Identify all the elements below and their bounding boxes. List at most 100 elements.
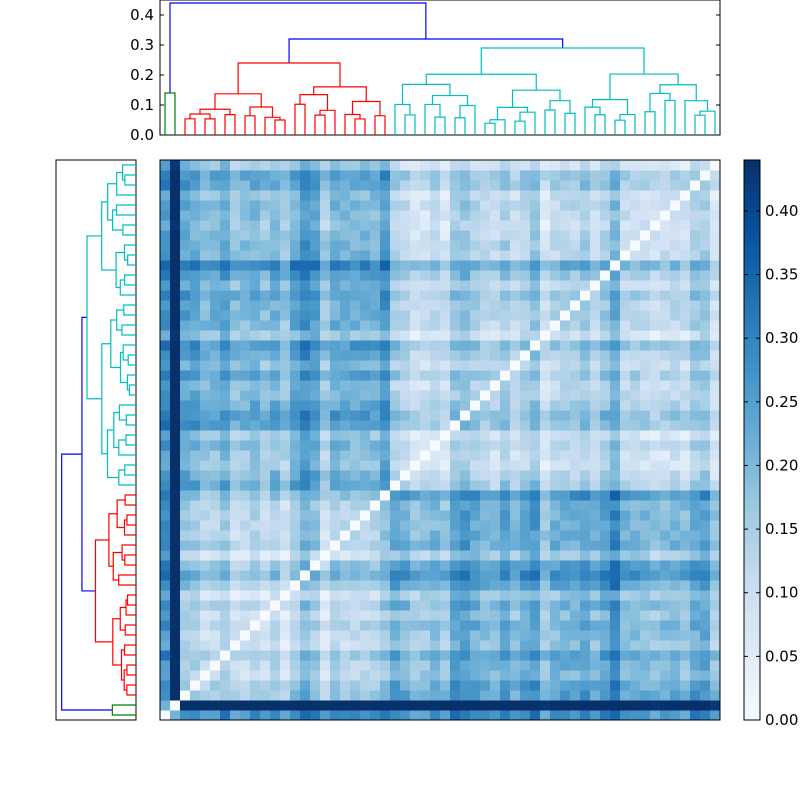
heatmap-cell [580, 680, 591, 691]
heatmap-cell [550, 200, 561, 211]
heatmap-cell [410, 170, 421, 181]
heatmap-cell [490, 370, 501, 381]
heatmap-cell [400, 350, 411, 361]
heatmap-cell [180, 670, 191, 681]
heatmap-cell [280, 310, 291, 321]
heatmap-cell [590, 500, 601, 511]
heatmap-cell [230, 430, 241, 441]
heatmap-cell [340, 330, 351, 341]
heatmap-cell [420, 350, 431, 361]
heatmap-cell [610, 610, 621, 621]
heatmap-cell [440, 680, 451, 691]
heatmap-cell [580, 290, 591, 301]
heatmap-cell [460, 260, 471, 271]
heatmap-cell [250, 590, 261, 601]
heatmap-cell [380, 370, 391, 381]
heatmap-cell [650, 420, 661, 431]
heatmap-cell [300, 600, 311, 611]
heatmap-cell [450, 160, 461, 171]
heatmap-cell [190, 400, 201, 411]
heatmap-cell [570, 310, 581, 321]
heatmap-cell [270, 610, 281, 621]
heatmap-cell [650, 530, 661, 541]
heatmap-cell [400, 490, 411, 501]
heatmap-cell [180, 520, 191, 531]
heatmap-cell [590, 550, 601, 561]
heatmap-cell [220, 670, 231, 681]
heatmap-cell [390, 400, 401, 411]
heatmap-cell [460, 460, 471, 471]
heatmap-cell [400, 270, 411, 281]
heatmap-cell [190, 230, 201, 241]
heatmap-cell [650, 240, 661, 251]
heatmap-cell [290, 350, 301, 361]
heatmap-cell [430, 360, 441, 371]
heatmap-cell [340, 430, 351, 441]
heatmap-cell [390, 360, 401, 371]
heatmap-cell [340, 420, 351, 431]
heatmap-cell [290, 470, 301, 481]
left-dendrogram-link [121, 544, 136, 561]
heatmap-cell [480, 180, 491, 191]
heatmap-cell [600, 220, 611, 231]
heatmap-cell [480, 280, 491, 291]
heatmap-cell [680, 560, 691, 571]
heatmap-cell [560, 670, 571, 681]
heatmap-cell [550, 220, 561, 231]
heatmap-cell [240, 320, 251, 331]
heatmap-cell [200, 270, 211, 281]
heatmap-cell [460, 500, 471, 511]
heatmap-cell [570, 670, 581, 681]
heatmap-cell [210, 570, 221, 581]
heatmap-cell [540, 400, 551, 411]
heatmap-cell [360, 650, 371, 661]
heatmap-cell [480, 170, 491, 181]
heatmap-cell [400, 370, 411, 381]
heatmap-cell [710, 700, 721, 711]
heatmap-cell [340, 660, 351, 671]
heatmap-cell [600, 500, 611, 511]
heatmap-cell [420, 420, 431, 431]
heatmap-cell [510, 400, 521, 411]
heatmap-cell [700, 560, 711, 571]
heatmap-cell [170, 280, 181, 291]
heatmap-cell [500, 430, 511, 441]
heatmap-cell [170, 600, 181, 611]
heatmap-cell [540, 280, 551, 291]
heatmap-cell [350, 650, 361, 661]
heatmap-cell [160, 570, 171, 581]
heatmap-cell [230, 620, 241, 631]
heatmap-cell [560, 620, 571, 631]
heatmap-cell [170, 270, 181, 281]
heatmap-cell [170, 400, 181, 411]
heatmap-cell [680, 210, 691, 221]
heatmap-cell [250, 570, 261, 581]
heatmap-cell [600, 280, 611, 291]
heatmap-cell [660, 250, 671, 261]
heatmap-cell [690, 410, 701, 421]
heatmap-cell [200, 550, 211, 561]
heatmap-cell [360, 630, 371, 641]
top-dendrogram-link [489, 119, 506, 135]
heatmap-cell [180, 280, 191, 291]
heatmap-cell [320, 280, 331, 291]
heatmap-cell [210, 590, 221, 601]
heatmap-cell [170, 240, 181, 251]
heatmap-cell [400, 440, 411, 451]
heatmap-cell [480, 160, 491, 171]
heatmap-cell [590, 440, 601, 451]
heatmap-cell [390, 390, 401, 401]
heatmap-cell [450, 530, 461, 541]
heatmap-cell [330, 260, 341, 271]
heatmap-cell [450, 420, 461, 431]
heatmap-cell [220, 560, 231, 571]
heatmap-cell [250, 690, 261, 701]
heatmap-cell [710, 620, 721, 631]
heatmap-cell [530, 560, 541, 571]
heatmap-cell [630, 500, 641, 511]
heatmap-cell [610, 420, 621, 431]
heatmap-cell [510, 360, 521, 371]
top-dendrogram-link [404, 114, 416, 135]
heatmap-cell [290, 570, 301, 581]
heatmap-cell [480, 690, 491, 701]
